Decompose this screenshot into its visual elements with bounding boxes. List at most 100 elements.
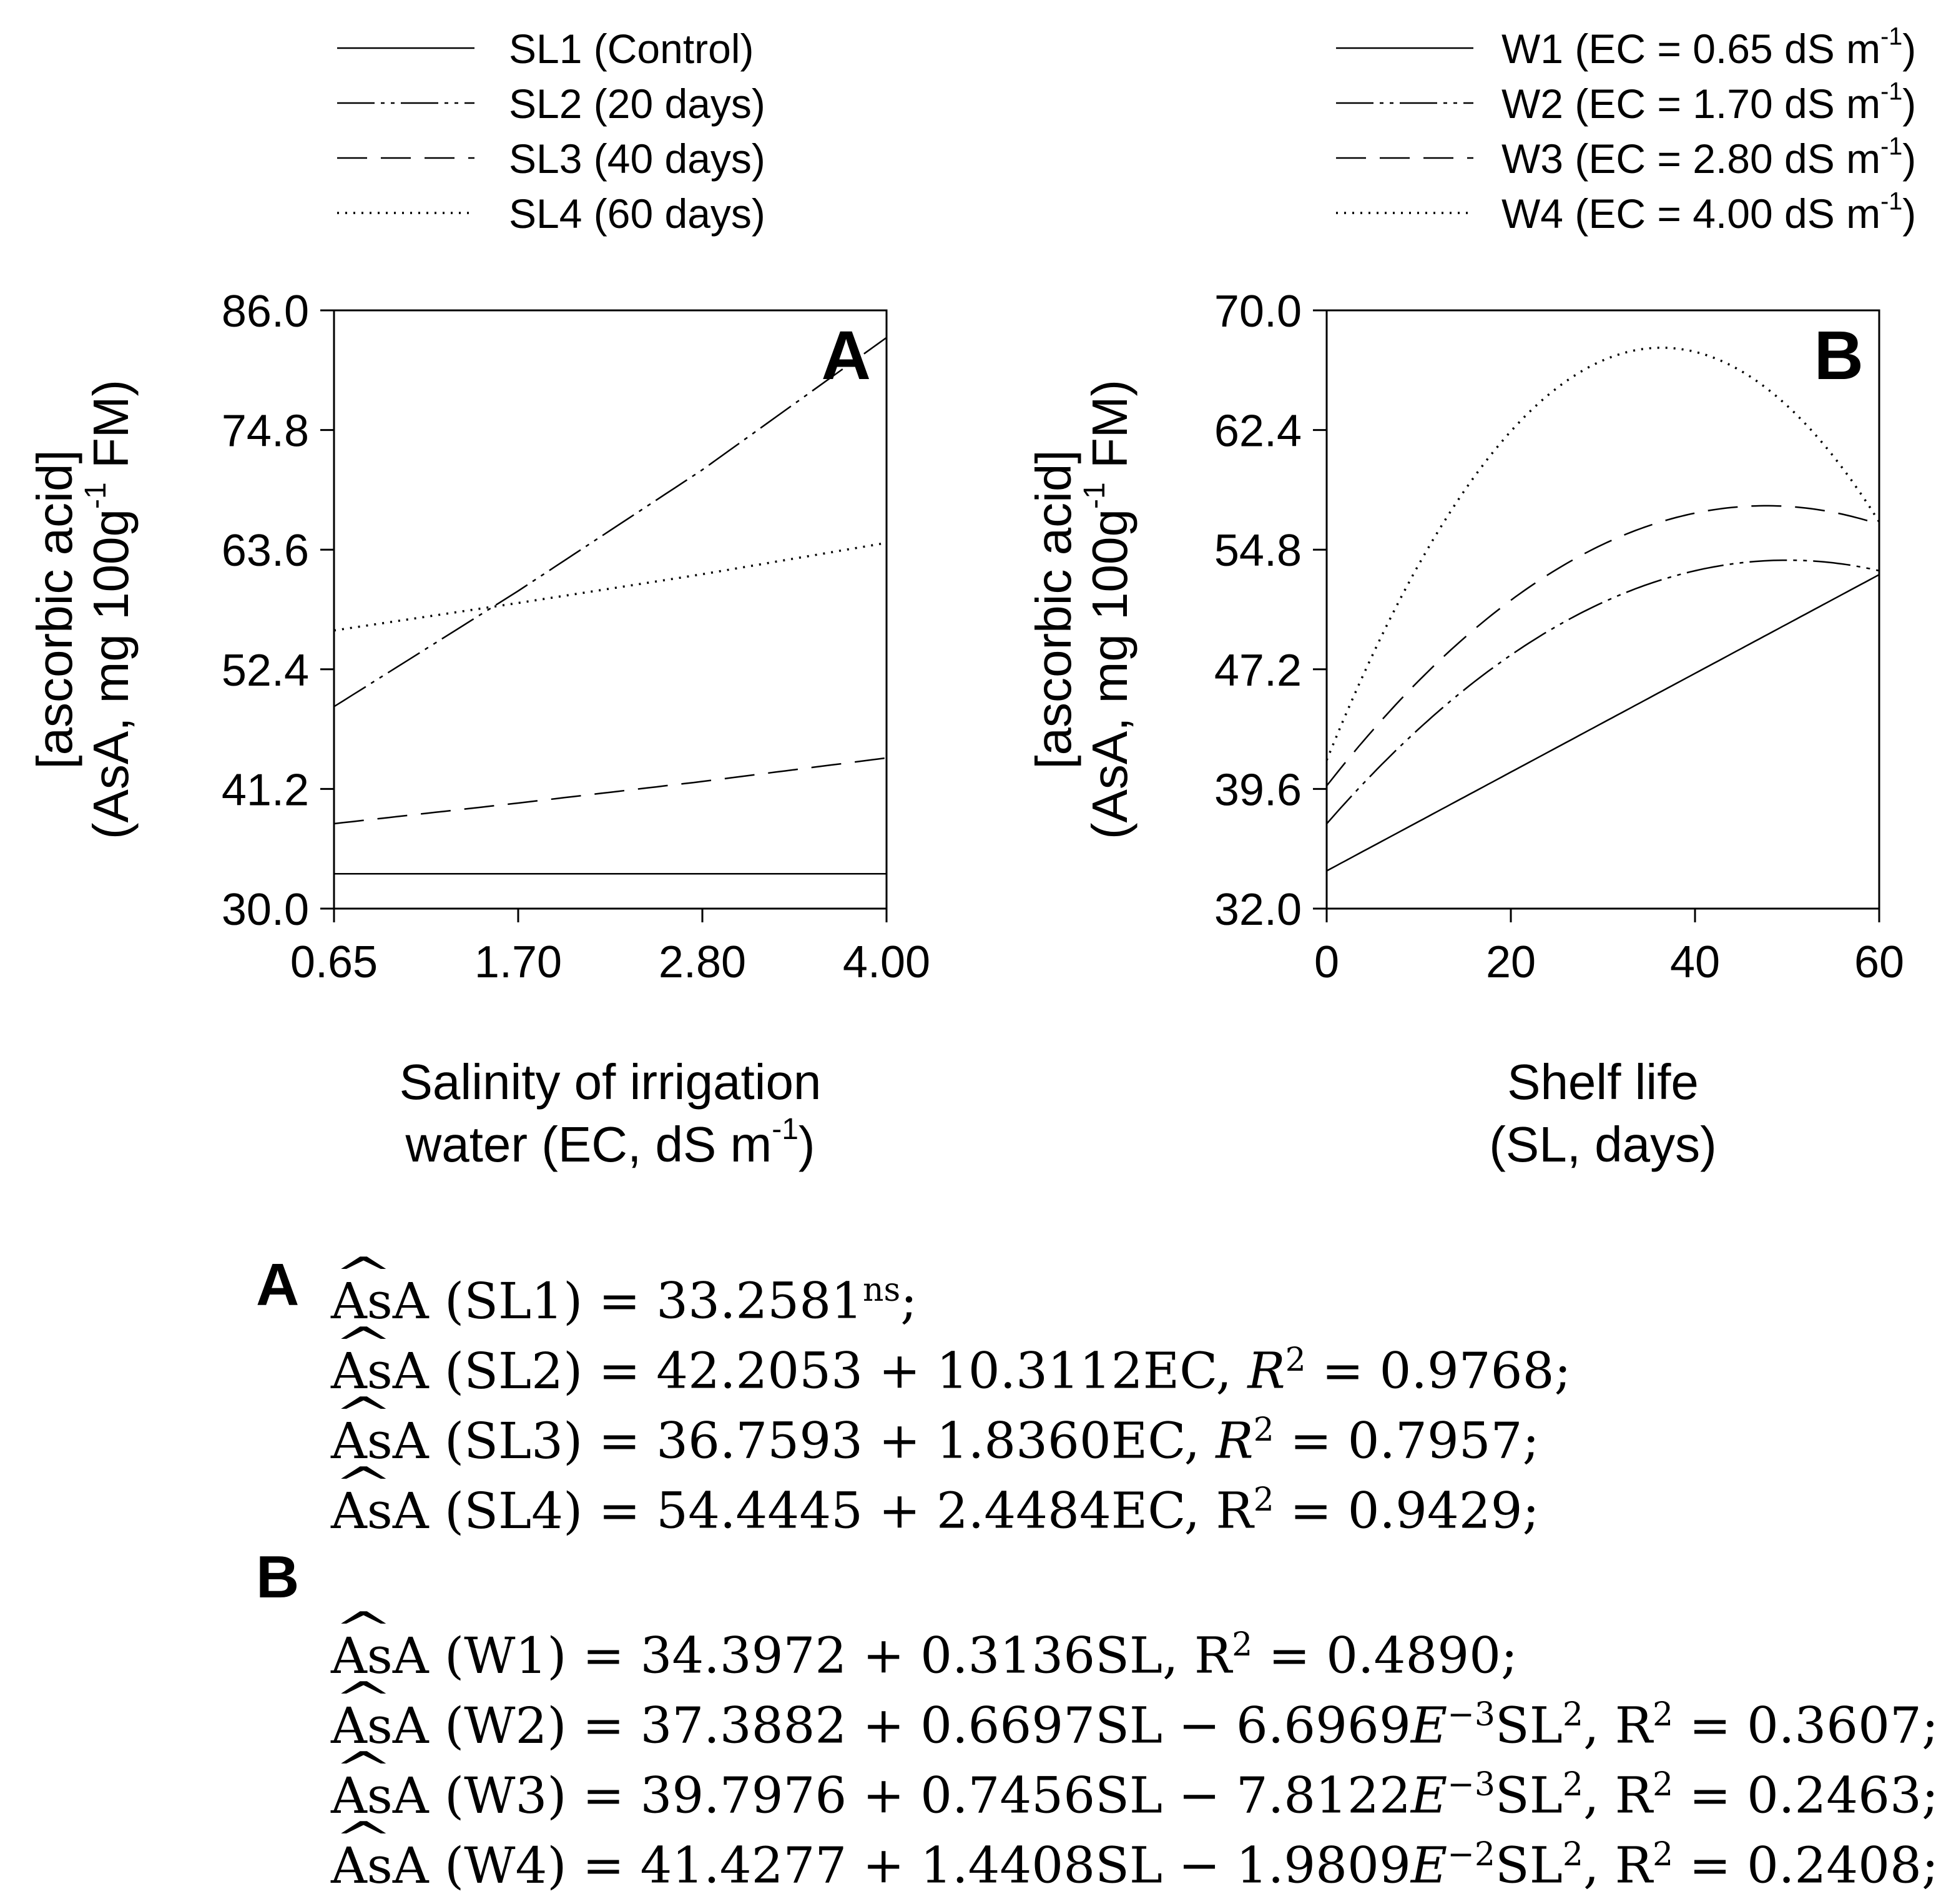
equation-b-3-sup: 2	[1562, 1766, 1583, 1803]
equation-a-2: AsA (SL2) = 42.2053 + 10.3112EC, R2 = 0.…	[331, 1344, 1571, 1396]
panel-b-x-axis-title-line2: (SL, days)	[1489, 1117, 1717, 1172]
equation-b-3-sup2: 2	[1653, 1766, 1674, 1803]
panel-b-series-line-3	[1326, 505, 1880, 787]
panel-b-x-tick-label: 60	[1854, 937, 1904, 987]
equation-b-2-sup: 2	[1562, 1696, 1583, 1734]
panel-a-series-line-2	[333, 337, 887, 708]
panel-a-x-axis-title-line1: Salinity of irrigation	[400, 1054, 822, 1110]
panel-a-y-axis-title-line2: (AsA, mg 100g-1 FM)	[79, 380, 139, 839]
equation-b-2-tail2: = 0.3607;	[1673, 1696, 1936, 1755]
panel-b-x-tick-label: 20	[1486, 937, 1536, 987]
equation-a-1: AsA (SL1) = 33.2581ns;	[331, 1274, 917, 1326]
panel-a-legend-label-2: SL2 (20 days)	[509, 81, 765, 127]
equation-b-2-sl: SL	[1495, 1696, 1563, 1755]
equation-label-a: A	[256, 1251, 300, 1318]
equation-b-1-rhs: = 34.3972 + 0.3136SL, R	[566, 1626, 1232, 1685]
equation-b-2-rhs: = 37.3882 + 0.6697SL − 6.6969	[566, 1696, 1411, 1755]
equation-b-4-sup2: 2	[1653, 1836, 1674, 1873]
equation-a-3-r: R	[1216, 1411, 1254, 1470]
equation-b-3-rhs: = 39.7976 + 0.7456SL − 7.8122	[566, 1766, 1411, 1825]
equation-b-4-e: E	[1410, 1836, 1448, 1895]
equation-b-2: AsA (W2) = 37.3882 + 0.6697SL − 6.6969E−…	[331, 1699, 1936, 1751]
panel-b-series-line-4	[1325, 347, 1880, 761]
panel-b-x-tick-label: 0	[1314, 937, 1339, 987]
panel-b-y-tick-label: 32.0	[1214, 885, 1302, 935]
panel-a-x-tick-label: 1.70	[474, 937, 562, 987]
panel-a-x-tick-label: 4.00	[843, 937, 930, 987]
figure-charts: 30.0 41.2 52.4 63.6 74.8 86.0 0.65 1.70 2.80 4.00…	[27, 22, 1916, 1172]
equation-b-1-sup: 2	[1232, 1626, 1253, 1664]
panel-b-y-tick-label: 62.4	[1214, 407, 1302, 456]
equation-b-4-esup: −2	[1447, 1836, 1495, 1873]
equation-b-1: AsA (W1) = 34.3972 + 0.3136SL, R2 = 0.48…	[331, 1629, 1518, 1681]
panel-a-letter: A	[822, 317, 871, 394]
panel-b-series-line-2	[1326, 559, 1880, 825]
equation-b-4-sl: SL	[1495, 1836, 1563, 1895]
equation-a-1-tail: ;	[900, 1271, 918, 1330]
equation-b-4-rhs: = 41.4277 + 1.4408SL − 1.9809	[566, 1836, 1411, 1895]
panel-b-y-tick-label: 70.0	[1214, 287, 1302, 337]
panel-b-legend-label-3: W3 (EC = 2.80 dS m-1)	[1501, 132, 1916, 182]
panel-b-y-axis-title-line1: [ascorbic acid]	[1026, 450, 1081, 769]
panel-a-y-tick-label: 74.8	[222, 407, 309, 456]
panel-a-legend-label-4: SL4 (60 days)	[509, 190, 765, 237]
panel-b-legend-label-2: W2 (EC = 1.70 dS m-1)	[1501, 77, 1916, 127]
equation-b-4-sup: 2	[1562, 1836, 1583, 1873]
equation-b-4: AsA (W4) = 41.4277 + 1.4408SL − 1.9809E−…	[331, 1838, 1936, 1891]
equation-a-3: AsA (SL3) = 36.7593 + 1.8360EC, R2 = 0.7…	[331, 1414, 1540, 1466]
equation-b-2-sup2: 2	[1653, 1696, 1674, 1734]
equation-a-3-rhs: = 36.7593 + 1.8360EC,	[582, 1411, 1216, 1470]
panel-a-series-line-3	[333, 757, 887, 825]
equation-a-4: AsA (SL4) = 54.4445 + 2.4484EC, R2 = 0.9…	[331, 1484, 1540, 1536]
equation-b-3-sl: SL	[1495, 1766, 1563, 1825]
panel-a-y-tick-label: 63.6	[222, 526, 309, 576]
equation-a-4-lhs: AsA (SL4)	[331, 1486, 582, 1536]
equation-a-4-sup: 2	[1253, 1481, 1274, 1519]
equation-a-2-tail: = 0.9768;	[1305, 1341, 1571, 1400]
equation-a-2-rhs: = 42.2053 + 10.3112EC,	[582, 1341, 1248, 1400]
equation-b-1-tail: = 0.4890;	[1252, 1626, 1518, 1685]
panel-b-letter: B	[1814, 317, 1864, 394]
panel-a-y-axis-title-line1: [ascorbic acid]	[27, 450, 82, 769]
equation-a-3-tail: = 0.7957;	[1274, 1411, 1540, 1470]
equation-a-2-r: R	[1247, 1341, 1285, 1400]
equation-a-4-r: R	[1216, 1481, 1254, 1540]
panel-a-y-tick-label: 30.0	[222, 885, 309, 935]
equation-label-b: B	[256, 1544, 300, 1611]
equation-b-3-tail2: = 0.2463;	[1673, 1766, 1936, 1825]
panel-b-series-line-1	[1326, 574, 1880, 872]
panel-b-x-tick-label: 40	[1670, 937, 1720, 987]
equation-b-3: AsA (W3) = 39.7976 + 0.7456SL − 7.8122E−…	[331, 1768, 1936, 1821]
panel-b-y-axis-title-line2: (AsA, mg 100g-1 FM)	[1078, 380, 1138, 839]
equation-b-3-tail: , R	[1583, 1766, 1653, 1825]
panel-b-y-tick-label: 47.2	[1214, 646, 1302, 696]
equation-b-4-tail2: = 0.2408;	[1673, 1836, 1936, 1895]
panel-b-y-tick-label: 39.6	[1214, 765, 1302, 815]
equation-b-2-esup: −3	[1447, 1696, 1495, 1734]
panel-a-y-tick-label: 52.4	[222, 646, 309, 696]
panel-a-legend-label-3: SL3 (40 days)	[509, 136, 765, 182]
equation-a-2-sup: 2	[1285, 1341, 1306, 1379]
panel-a-y-tick-label: 41.2	[222, 765, 309, 815]
panel-a-x-tick-label: 0.65	[290, 937, 378, 987]
equation-b-2-tail: , R	[1583, 1696, 1653, 1755]
panel-a-legend-label-1: SL1 (Control)	[509, 26, 754, 72]
equation-a-3-sup: 2	[1253, 1411, 1274, 1449]
panel-a-plot-frame	[333, 309, 888, 910]
panel-b-x-axis-title-line1: Shelf life	[1507, 1054, 1699, 1110]
equation-a-4-rhs: = 54.4445 + 2.4484EC,	[582, 1481, 1216, 1540]
equation-a-4-tail: = 0.9429;	[1274, 1481, 1540, 1540]
equation-a-1-rhs: = 33.2581	[582, 1271, 863, 1330]
equation-b-4-tail: , R	[1583, 1836, 1653, 1895]
panel-a-x-tick-label: 2.80	[659, 937, 746, 987]
panel-a-y-tick-label: 86.0	[222, 287, 309, 337]
panel-b-y-tick-label: 54.8	[1214, 526, 1302, 576]
equation-a-1-sup: ns	[863, 1271, 901, 1309]
panel-b-legend-label-1: W1 (EC = 0.65 dS m-1)	[1501, 22, 1916, 72]
equation-b-3-esup: −3	[1447, 1766, 1495, 1803]
panel-b-legend-label-4: W4 (EC = 4.00 dS m-1)	[1501, 187, 1916, 237]
equation-b-4-lhs: AsA (W4)	[331, 1840, 567, 1891]
equation-b-2-e: E	[1410, 1696, 1448, 1755]
panel-a-x-axis-title-line2: water (EC, dS m-1)	[405, 1113, 815, 1172]
